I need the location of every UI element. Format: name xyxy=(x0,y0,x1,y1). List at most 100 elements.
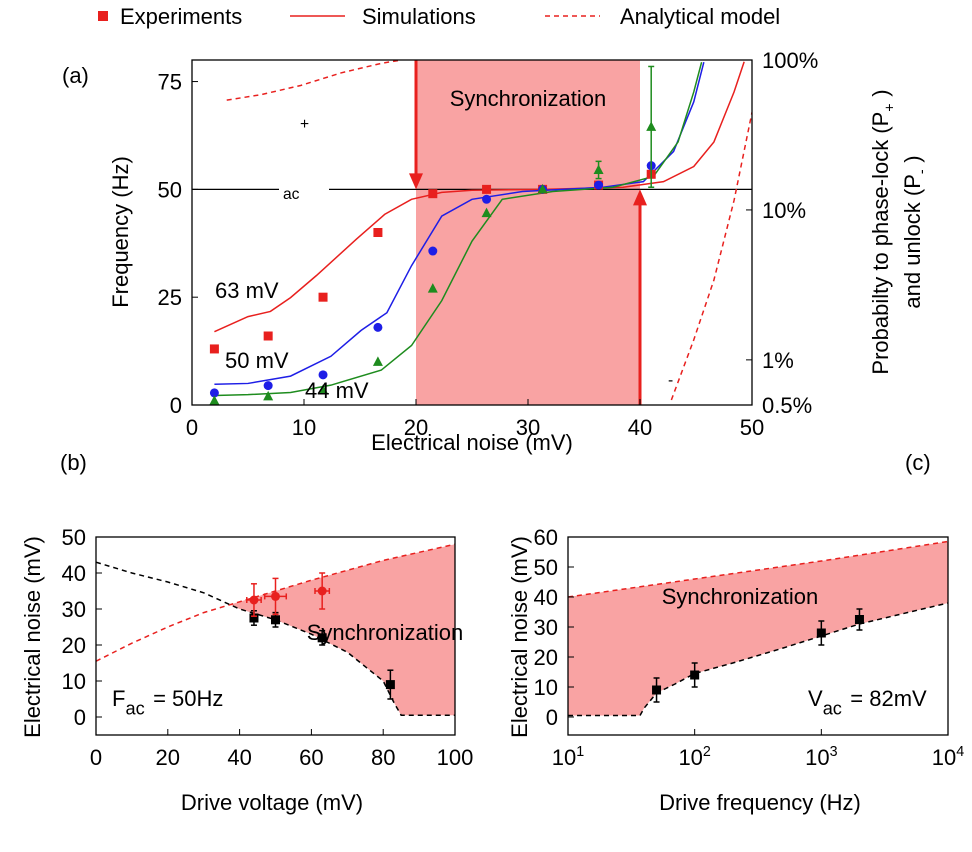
series-label: 50 mV xyxy=(225,348,289,373)
analytical-curve xyxy=(96,543,455,662)
marker xyxy=(271,615,280,625)
x-tick-label-main: 10 xyxy=(805,745,829,770)
y-tick-label: 10 xyxy=(534,675,558,700)
probability-label: + xyxy=(300,116,309,133)
plot-frame xyxy=(191,59,753,406)
legend-label: Analytical model xyxy=(620,4,780,29)
y2-tick-label: 0.5% xyxy=(762,393,812,418)
x-tick-label: 0 xyxy=(90,745,102,770)
marker xyxy=(593,164,604,174)
arrow-head xyxy=(633,189,647,206)
annotation-sub: ac xyxy=(823,698,842,718)
annotation-main: Synchronization xyxy=(307,620,464,645)
y2-axis-label-rest: ) xyxy=(900,155,925,162)
marker xyxy=(646,121,657,131)
series-label: 44 mV xyxy=(305,378,369,403)
y2-axis-label-main: Probabilty to phase-lock (P xyxy=(868,112,893,375)
arrow-head xyxy=(409,173,423,190)
x-tick-label: 102 xyxy=(678,744,710,770)
y-tick-label: 10 xyxy=(62,669,86,694)
x-tick-label-main: 10 xyxy=(678,745,702,770)
x-tick-label: 60 xyxy=(299,745,323,770)
analytical-curve xyxy=(568,602,948,717)
simulation-curve xyxy=(214,61,703,397)
marker xyxy=(690,670,700,680)
x-tick-label-sup: 4 xyxy=(956,744,964,760)
y2-tick-label: 10% xyxy=(762,198,806,223)
x-tick-label: 100 xyxy=(437,745,474,770)
marker xyxy=(482,194,492,204)
ac-frequency-label: ac xyxy=(283,186,300,203)
x-tick-label: 80 xyxy=(371,745,395,770)
y-tick-label: 30 xyxy=(534,615,558,640)
y2-axis-label-sub: + xyxy=(883,103,899,111)
y2-axis-label: Probabilty to phase-lock (P+) xyxy=(868,89,899,374)
y2-axis-label-sub: - xyxy=(915,169,931,174)
marker xyxy=(481,207,492,218)
x-tick-label: 103 xyxy=(805,744,837,770)
marker xyxy=(854,615,864,624)
panel-label: (c) xyxy=(905,450,931,475)
marker xyxy=(594,180,604,190)
panel-label: (b) xyxy=(60,450,87,475)
simulation-curve xyxy=(214,61,745,333)
analytical-curve xyxy=(568,540,948,598)
annotation-main: Synchronization xyxy=(662,584,819,609)
marker xyxy=(209,388,219,398)
annotation: Synchronization xyxy=(307,620,464,645)
x-tick-label-sup: 2 xyxy=(703,744,711,760)
annotation-main: V xyxy=(808,686,823,711)
marker xyxy=(263,331,273,341)
marker xyxy=(816,628,826,638)
x-tick-label: 104 xyxy=(932,744,964,770)
marker xyxy=(271,591,280,601)
marker xyxy=(373,228,383,237)
series-label: 63 mV xyxy=(215,278,279,303)
x-axis-label: Drive frequency (Hz) xyxy=(659,790,861,815)
x-tick-label-sup: 3 xyxy=(830,744,838,760)
marker xyxy=(209,395,220,405)
x-tick-label: 40 xyxy=(628,415,652,440)
annotation-main: F xyxy=(112,686,125,711)
y2-axis-label-main: and unlock (P xyxy=(900,174,925,309)
x-axis-label: Electrical noise (mV) xyxy=(371,430,573,455)
x-axis-label: Drive voltage (mV) xyxy=(181,790,363,815)
marker xyxy=(385,680,395,690)
marker xyxy=(209,344,219,354)
x-tick-label-sup: 1 xyxy=(576,744,584,760)
y-axis-label: Electrical noise (mV) xyxy=(20,536,45,738)
y2-axis-label: and unlock (P-) xyxy=(900,155,931,308)
marker xyxy=(249,595,259,605)
marker xyxy=(263,390,274,401)
y-tick-label: 60 xyxy=(534,525,558,550)
y-tick-label: 50 xyxy=(62,525,86,550)
analytical-curve xyxy=(226,60,402,101)
analytical-curve xyxy=(670,112,752,401)
y2-axis-label-rest: ) xyxy=(868,89,893,96)
ac-frequency-label-sub: ac xyxy=(283,186,300,203)
y-tick-label: 40 xyxy=(62,561,86,586)
panel-label: (a) xyxy=(62,63,89,88)
analytical-curve xyxy=(96,561,455,716)
x-tick-label: 10 xyxy=(292,415,316,440)
marker xyxy=(318,384,329,394)
legend-marker xyxy=(98,11,108,21)
y-tick-label: 50 xyxy=(158,177,182,202)
annotation: Vac = 82mV xyxy=(808,686,927,718)
x-tick-label: 40 xyxy=(227,745,251,770)
marker xyxy=(317,633,327,643)
marker xyxy=(427,283,438,293)
annotation: Fac = 50Hz xyxy=(112,686,223,718)
y2-tick-label: 100% xyxy=(762,48,818,73)
legend-label: Simulations xyxy=(362,4,476,29)
x-tick-label: 20 xyxy=(156,745,180,770)
y-axis-label: Electrical noise (mV) xyxy=(507,536,532,738)
annotation: Synchronization xyxy=(662,584,819,609)
marker xyxy=(482,184,492,194)
marker xyxy=(263,381,273,391)
x-tick-label: 30 xyxy=(516,415,540,440)
annotation-rest: = 82mV xyxy=(850,686,927,711)
marker xyxy=(428,246,438,256)
